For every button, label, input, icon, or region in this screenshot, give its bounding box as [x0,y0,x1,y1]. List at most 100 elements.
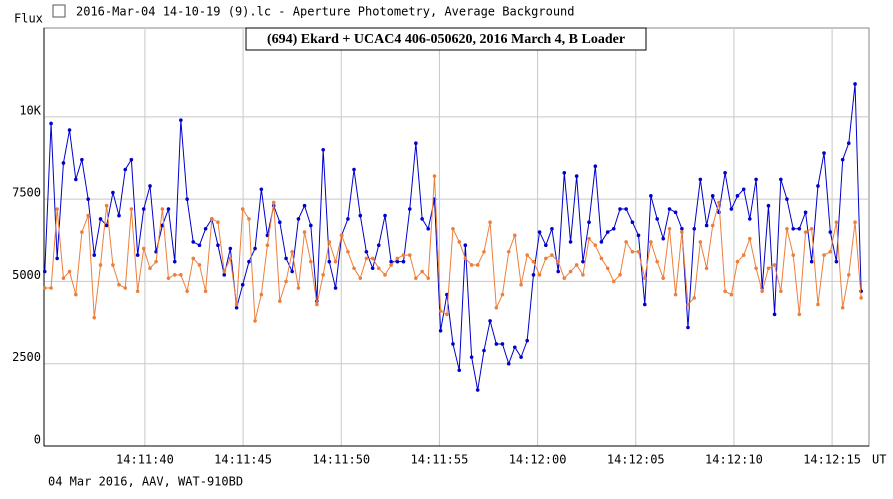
data-point [191,256,196,261]
y-axis-label: Flux [14,12,43,26]
data-point [754,266,758,271]
data-point [420,269,424,274]
x-tick-label: 14:12:00 [509,453,567,467]
data-point [642,276,647,280]
data-point [339,233,344,238]
data-point [797,312,802,317]
data-point [333,286,338,290]
data-point [772,312,777,317]
data-point [686,302,690,307]
data-point [463,243,468,248]
data-point [401,253,406,257]
data-point [302,230,307,234]
data-point [729,207,734,211]
data-point [216,243,220,248]
data-point [346,217,350,221]
data-point [519,355,523,359]
data-point [537,230,542,234]
data-point [457,368,462,373]
data-point [253,319,257,323]
data-point [853,220,857,224]
data-point [111,263,115,267]
data-point [760,289,764,294]
data-point [525,338,529,343]
data-point [667,226,672,231]
data-point [432,174,437,178]
data-point [160,207,165,211]
data-point [451,226,455,231]
data-point [117,213,121,218]
data-point [785,226,789,231]
x-tick-label: 14:11:50 [312,453,370,467]
data-point [772,263,777,267]
data-point [141,207,146,211]
data-point [401,259,406,264]
data-point [556,259,561,264]
data-point [488,319,492,323]
data-point [234,305,239,310]
data-point [544,243,548,248]
data-point [797,226,802,231]
title-box [245,27,647,51]
data-point [277,220,282,224]
window-icon [52,4,66,18]
data-point [395,259,400,264]
data-point [531,259,536,264]
data-point [426,226,431,231]
data-point [568,269,573,274]
data-point [210,217,214,221]
data-point [618,273,622,277]
chart-title: (694) Ekard + UCAC4 406-050620, 2016 Mar… [267,32,625,47]
data-point [618,207,622,211]
data-point [309,259,313,264]
y-tick-label: 10K [19,103,41,117]
data-point [500,292,505,297]
data-point [611,226,616,231]
data-point [630,250,635,254]
data-point [494,342,499,346]
data-point [389,263,393,267]
data-point [463,256,468,261]
data-point [265,243,270,248]
data-point [203,289,208,294]
data-point [240,282,245,287]
data-point [67,128,72,132]
data-point [426,276,431,280]
data-point [135,253,140,257]
y-tick-label: 2500 [12,350,41,364]
data-point [457,240,462,244]
data-point [197,263,202,267]
data-point [809,226,814,231]
y-tick-label: 0 [34,433,41,447]
data-point [166,207,171,211]
data-point [92,315,97,320]
data-point [315,302,319,307]
data-point [698,177,703,182]
data-point [86,197,90,201]
data-point [438,309,443,313]
data-point [247,217,251,221]
data-point [482,250,486,254]
data-point [284,256,288,261]
data-point [222,269,227,274]
data-point [111,190,115,195]
data-point [605,230,610,234]
data-point [216,220,220,224]
data-point [846,273,851,277]
data-point [544,256,548,261]
data-point [593,243,598,248]
data-point [488,220,492,224]
data-point [673,210,678,215]
data-point [828,230,833,234]
data-point [779,177,783,182]
data-point [321,273,325,277]
data-point [475,263,480,267]
data-point [135,289,140,294]
x-tick-label: 14:11:45 [214,453,272,467]
data-point [277,299,282,303]
data-point [525,253,529,257]
data-point [247,259,251,264]
data-point [599,256,604,261]
data-point [506,361,511,366]
